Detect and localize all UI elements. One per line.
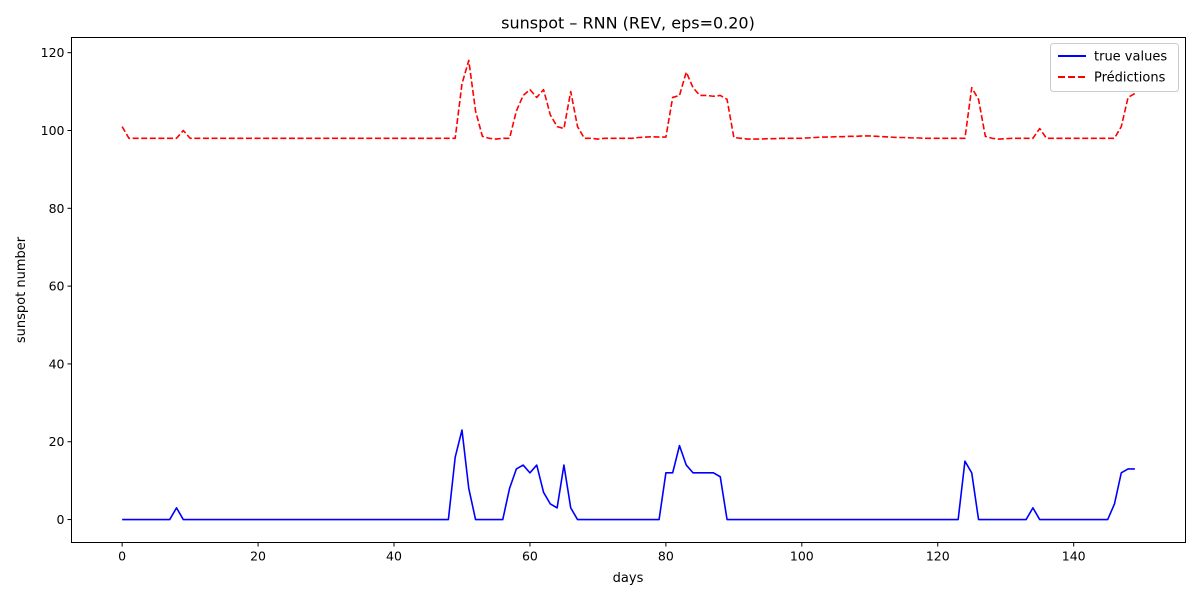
y-tick-label: 40 — [49, 356, 65, 371]
series-line-true-values — [122, 429, 1135, 521]
x-axis-ticks: 0 20 40 60 80 100 120 140 — [118, 542, 1086, 564]
series-lines — [121, 59, 1136, 521]
y-tick-label: 100 — [41, 123, 65, 138]
x-tick-label: 40 — [386, 549, 402, 564]
legend-label-true-values: true values — [1094, 50, 1167, 65]
legend-label-predictions: Prédictions — [1094, 71, 1166, 86]
series-line-predictions — [121, 59, 1136, 140]
y-tick-label: 60 — [49, 279, 65, 294]
y-tick-label: 80 — [49, 201, 65, 216]
x-axis-label: days — [613, 571, 644, 586]
x-tick-label: 0 — [118, 549, 126, 564]
x-tick-label: 120 — [926, 549, 950, 564]
x-tick-label: 80 — [658, 549, 674, 564]
plot-frame — [71, 37, 1186, 543]
x-tick-label: 100 — [790, 549, 814, 564]
y-tick-label: 20 — [49, 434, 65, 449]
chart-title: sunspot – RNN (REV, eps=0.20) — [501, 14, 755, 33]
y-tick-label: 0 — [57, 512, 65, 527]
y-axis-ticks: 0 20 40 60 80 100 120 — [41, 45, 72, 527]
y-tick-label: 120 — [41, 45, 65, 60]
x-tick-label: 140 — [1062, 549, 1086, 564]
x-tick-label: 60 — [522, 549, 538, 564]
x-tick-label: 20 — [250, 549, 266, 564]
legend: true values Prédictions — [1050, 43, 1179, 92]
y-axis-label: sunspot number — [14, 236, 29, 343]
